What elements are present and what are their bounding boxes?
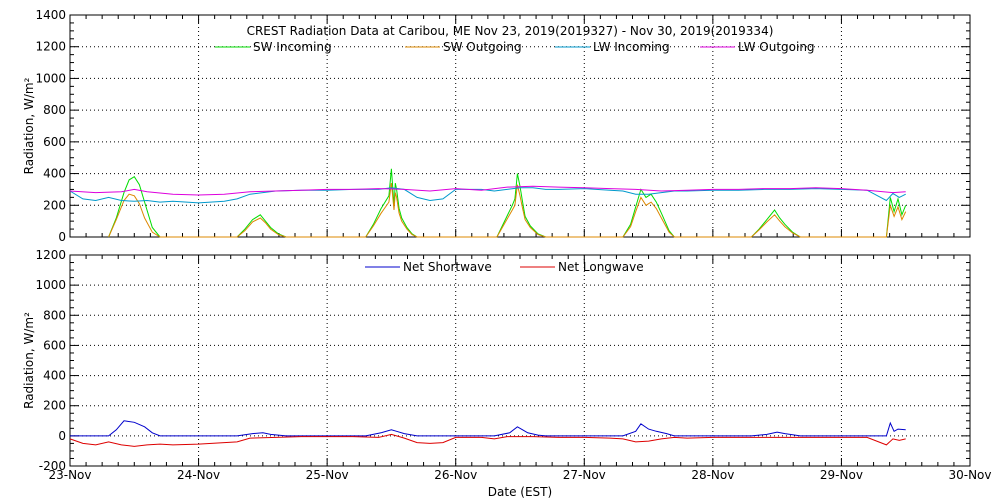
series-line-sw-incoming (108, 168, 907, 238)
legend-label: SW Incoming (253, 40, 332, 54)
series-line-lw-outgoing (69, 185, 906, 196)
x-tick-label: 29-Nov (820, 468, 863, 482)
x-tick-label: 27-Nov (563, 468, 606, 482)
y-axis-label: Radiation, W/m² (22, 77, 36, 174)
y-tick-label: 200 (43, 198, 66, 212)
y-tick-label: 0 (58, 230, 66, 244)
y-tick-label: -200 (39, 459, 66, 473)
y-tick-label: 1200 (35, 40, 66, 54)
series-line-net-shortwave (70, 420, 906, 437)
x-tick-label: 25-Nov (306, 468, 349, 482)
y-tick-label: 600 (43, 338, 66, 352)
legend-label: SW Outgoing (443, 40, 522, 54)
plot-frame (69, 254, 971, 467)
x-tick-label: 28-Nov (691, 468, 734, 482)
y-tick-label: 400 (43, 369, 66, 383)
y-tick-label: 0 (58, 429, 66, 443)
series-line-net-longwave (69, 433, 906, 447)
legend-label: Net Longwave (558, 260, 644, 274)
y-tick-label: 1000 (35, 71, 66, 85)
x-tick-label: 26-Nov (434, 468, 477, 482)
chart-panel-2: -200 0 200 400 600 800 1000 1200 23-Nov 24-Nov 25-… (22, 248, 992, 499)
x-tick-label: 23-Nov (48, 468, 91, 482)
y-tick-label: 800 (43, 308, 66, 322)
y-tick-label: 400 (43, 167, 66, 181)
x-tick-label: 24-Nov (177, 468, 220, 482)
legend-label: LW Incoming (593, 40, 670, 54)
chart-title: CREST Radiation Data at Caribou, ME Nov … (247, 24, 774, 38)
x-axis-label: Date (EST) (488, 485, 552, 499)
y-tick-label: 200 (43, 399, 66, 413)
y-tick-label: 1400 (35, 8, 66, 22)
y-tick-label: 1000 (35, 278, 66, 292)
y-axis-label: Radiation, W/m² (22, 312, 36, 409)
legend-label: Net Shortwave (403, 260, 492, 274)
x-tick-label: 30-Nov (948, 468, 991, 482)
series-line-sw-outgoing (108, 183, 907, 238)
y-tick-label: 1200 (35, 248, 66, 262)
series-line-lw-incoming (69, 187, 906, 204)
chart-panel-1: 0 200 400 600 800 1000 1200 1400 Radiation, W/m²… (22, 8, 971, 244)
y-tick-label: 800 (43, 103, 66, 117)
legend-label: LW Outgoing (738, 40, 815, 54)
y-tick-label: 600 (43, 135, 66, 149)
